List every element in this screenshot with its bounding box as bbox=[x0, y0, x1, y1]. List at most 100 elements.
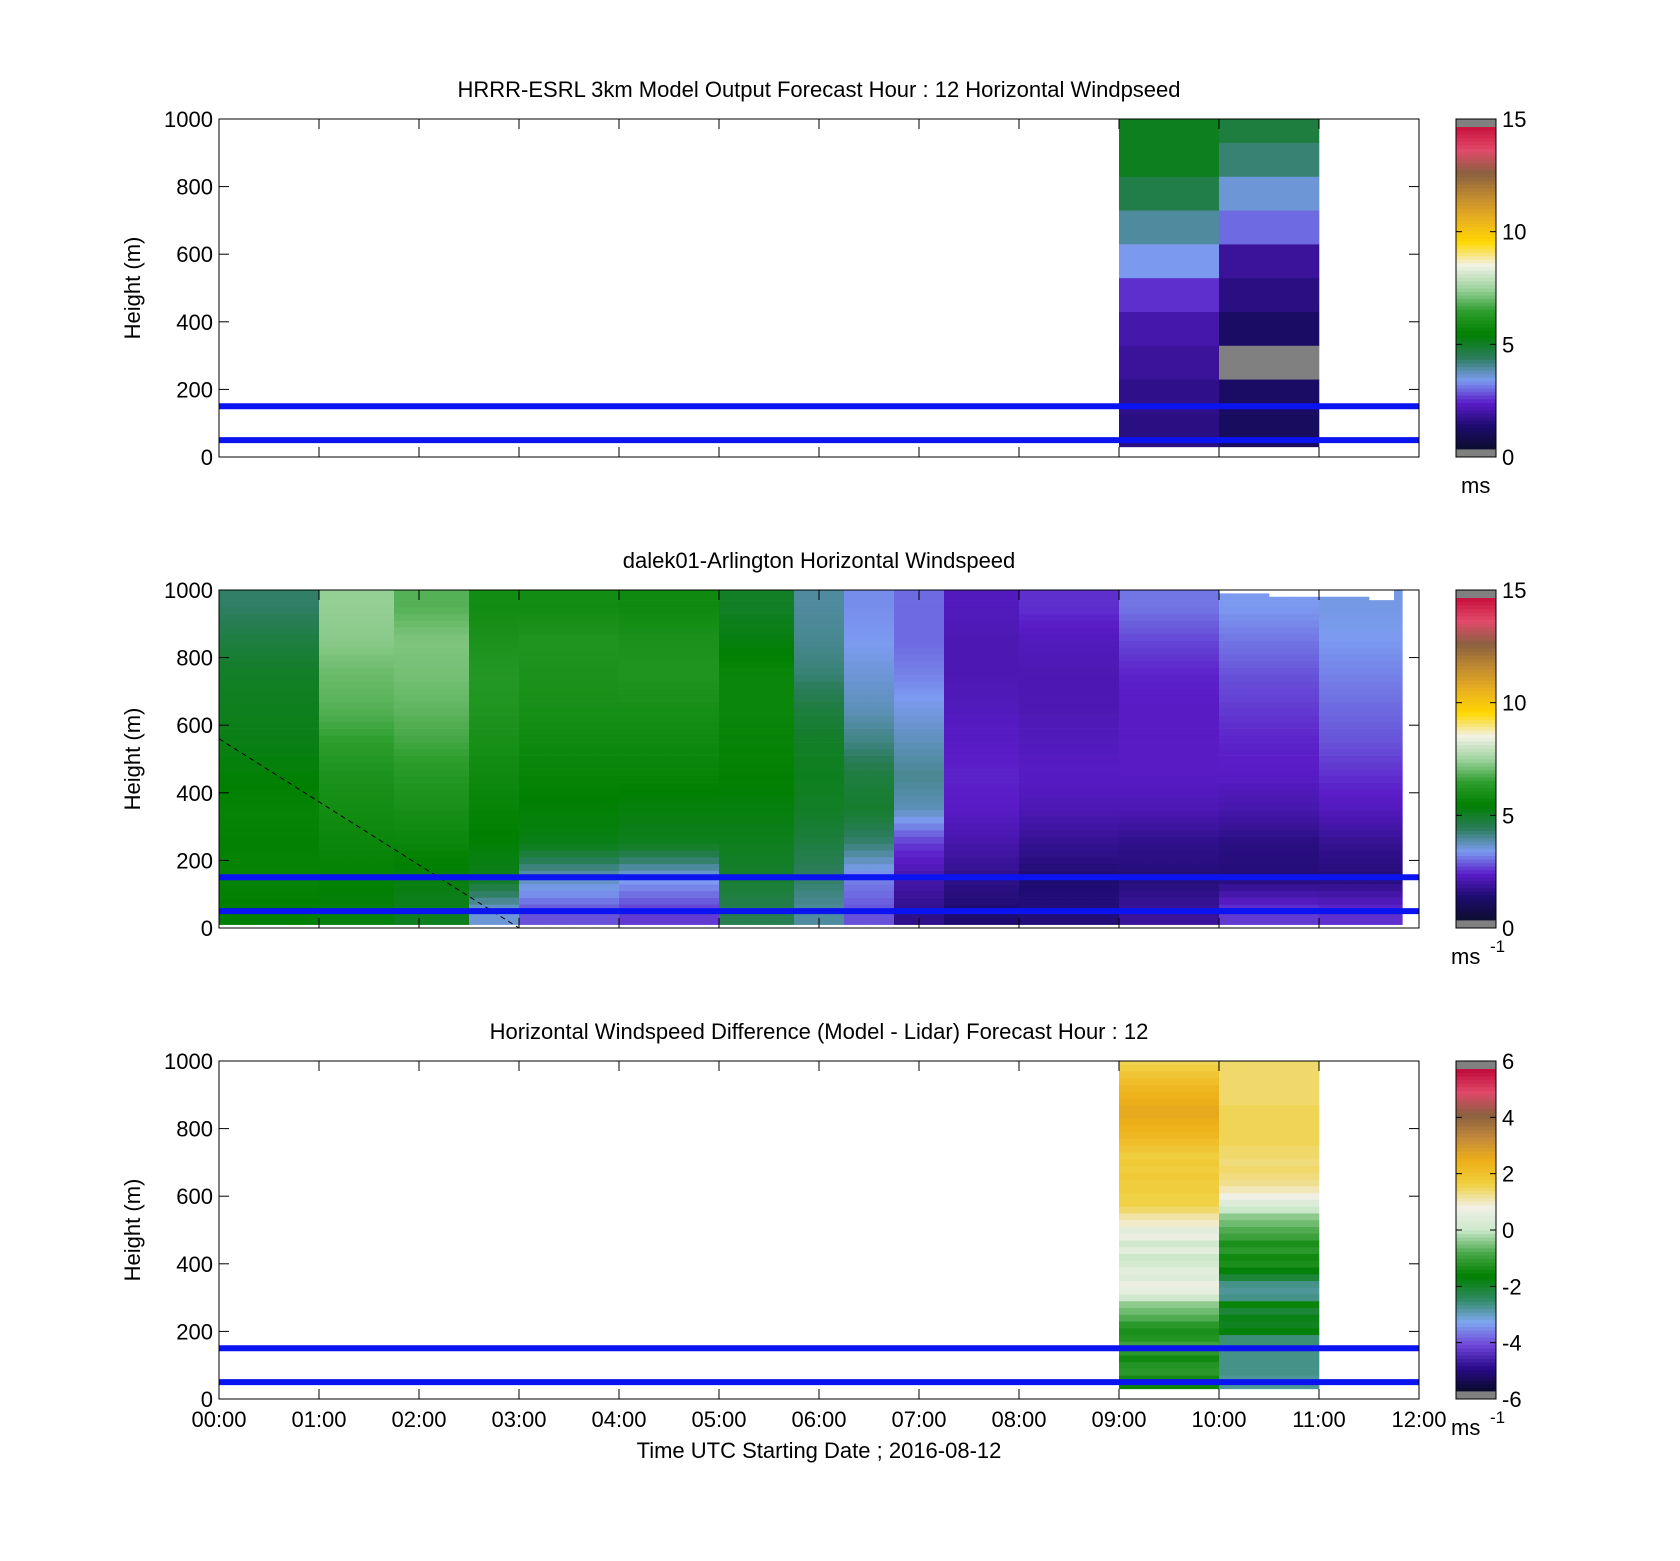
x-tick-label: 04:00 bbox=[591, 1407, 646, 1432]
colorbar-segment bbox=[1456, 348, 1496, 353]
y-axis-label: Height (m) bbox=[120, 708, 145, 811]
heatmap-cell bbox=[644, 681, 670, 689]
heatmap-cell bbox=[1219, 1186, 1320, 1194]
heatmap-cell bbox=[444, 667, 470, 675]
heatmap-cell bbox=[419, 660, 445, 669]
heatmap-cell bbox=[244, 688, 270, 696]
heatmap-cell bbox=[1144, 836, 1170, 844]
heatmap-cell bbox=[1119, 1199, 1220, 1207]
heatmap-cell bbox=[1144, 606, 1170, 614]
heatmap-cell bbox=[469, 600, 495, 608]
heatmap-cell bbox=[894, 796, 920, 804]
colorbar-segment bbox=[1456, 648, 1496, 653]
heatmap-cell bbox=[1119, 277, 1220, 312]
heatmap-cell bbox=[269, 755, 295, 763]
heatmap-cell bbox=[744, 762, 770, 770]
heatmap-cell bbox=[569, 735, 595, 743]
colorbar-segment bbox=[1456, 1351, 1496, 1356]
heatmap-cell bbox=[1069, 917, 1095, 925]
heatmap-cell bbox=[694, 667, 720, 675]
heatmap-cell bbox=[444, 775, 470, 783]
heatmap-cell bbox=[744, 755, 770, 763]
heatmap-cell bbox=[1294, 728, 1320, 736]
heatmap-cell bbox=[994, 647, 1020, 655]
heatmap-cell bbox=[519, 748, 545, 756]
heatmap-cell bbox=[669, 762, 695, 770]
colorbar-segment bbox=[1456, 1162, 1496, 1166]
heatmap-cell bbox=[519, 769, 545, 777]
heatmap-cell bbox=[819, 600, 845, 608]
colorbar-tick-label: -6 bbox=[1502, 1387, 1522, 1412]
heatmap-cell bbox=[594, 897, 620, 905]
colorbar-segment bbox=[1456, 187, 1496, 192]
heatmap-cell bbox=[444, 904, 470, 912]
heatmap-cell bbox=[1119, 613, 1145, 621]
heatmap-cell bbox=[1194, 694, 1220, 702]
heatmap-cell bbox=[1119, 633, 1145, 641]
heatmap-cell bbox=[669, 816, 695, 824]
heatmap-cell bbox=[1044, 600, 1070, 608]
heatmap-cell bbox=[544, 796, 570, 804]
colorbar-segment bbox=[1456, 708, 1496, 713]
heatmap-cell bbox=[819, 606, 845, 614]
heatmap-cell bbox=[669, 633, 695, 641]
heatmap-cell bbox=[844, 796, 870, 804]
colorbar-segment bbox=[1456, 1373, 1496, 1378]
heatmap-cell bbox=[1219, 1118, 1320, 1126]
colorbar-segment bbox=[1456, 402, 1496, 407]
heatmap-cell bbox=[769, 606, 795, 614]
heatmap-cell bbox=[594, 884, 620, 892]
heatmap-cell bbox=[569, 708, 595, 716]
heatmap-cell bbox=[319, 762, 345, 770]
heatmap-cell bbox=[244, 870, 270, 878]
colorbar-segment bbox=[1456, 420, 1496, 425]
heatmap-cell bbox=[1219, 762, 1245, 770]
heatmap-cell bbox=[219, 843, 245, 851]
heatmap-cell bbox=[1244, 748, 1270, 756]
heatmap-cell bbox=[1269, 613, 1295, 621]
heatmap-cell bbox=[619, 836, 645, 844]
heatmap-cell bbox=[1069, 721, 1095, 729]
colorbar-segment bbox=[1456, 1140, 1496, 1145]
heatmap-cell bbox=[1144, 627, 1170, 635]
heatmap-cell bbox=[1244, 857, 1270, 865]
heatmap-cell bbox=[419, 640, 445, 648]
heatmap-cell bbox=[1119, 1138, 1220, 1146]
heatmap-cell bbox=[519, 721, 545, 729]
y-tick-label: 200 bbox=[176, 1319, 213, 1344]
heatmap-cell bbox=[494, 870, 520, 878]
heatmap-cell bbox=[869, 917, 895, 925]
heatmap-cell bbox=[1119, 1131, 1220, 1140]
heatmap-cell bbox=[1069, 627, 1095, 635]
heatmap-cell bbox=[594, 904, 620, 912]
colorbar-segment bbox=[1456, 141, 1496, 146]
colorbar-segment bbox=[1456, 1262, 1496, 1267]
heatmap-cell bbox=[669, 796, 695, 804]
heatmap-cell bbox=[1369, 728, 1395, 736]
heatmap-cell bbox=[819, 633, 845, 641]
heatmap-cell bbox=[694, 620, 720, 628]
heatmap-cell bbox=[544, 850, 570, 858]
heatmap-cell bbox=[1094, 836, 1120, 844]
heatmap-cell bbox=[969, 897, 995, 905]
heatmap-cell bbox=[269, 694, 295, 702]
heatmap-cell bbox=[269, 917, 295, 925]
heatmap-cell bbox=[894, 721, 920, 729]
heatmap-cell bbox=[1069, 620, 1095, 628]
heatmap-cell bbox=[1019, 911, 1045, 919]
heatmap-cell bbox=[1019, 654, 1045, 662]
heatmap-cell bbox=[619, 701, 645, 709]
heatmap-cell bbox=[969, 863, 995, 871]
heatmap-cell bbox=[1044, 904, 1070, 912]
heatmap-cell bbox=[1119, 1098, 1220, 1106]
heatmap-cell bbox=[244, 701, 270, 709]
heatmap-cell bbox=[1244, 647, 1270, 655]
heatmap-cell bbox=[819, 627, 845, 635]
heatmap-cell bbox=[1394, 654, 1403, 662]
heatmap-cell bbox=[1144, 904, 1170, 912]
heatmap-cell bbox=[1119, 1287, 1220, 1295]
heatmap-cell bbox=[1194, 917, 1220, 925]
heatmap-cell bbox=[1069, 904, 1095, 912]
heatmap-cell bbox=[269, 904, 295, 912]
heatmap-cell bbox=[1244, 789, 1270, 797]
